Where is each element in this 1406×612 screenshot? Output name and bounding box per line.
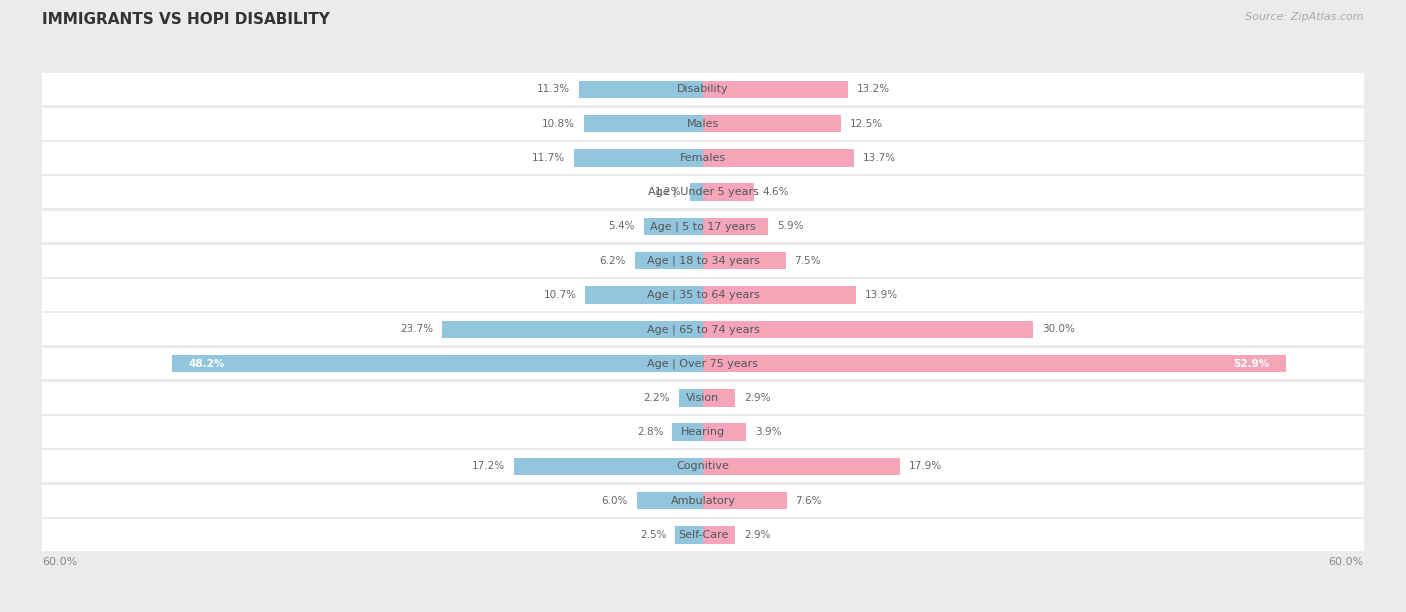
Text: Hearing: Hearing (681, 427, 725, 437)
Bar (703, 218, 768, 235)
Text: 30.0%: 30.0% (1042, 324, 1076, 334)
Bar (644, 218, 703, 235)
Bar (441, 321, 703, 338)
Bar (672, 424, 703, 441)
Text: 11.7%: 11.7% (533, 153, 565, 163)
Text: 2.9%: 2.9% (744, 530, 770, 540)
Bar (703, 321, 1033, 338)
Text: Males: Males (688, 119, 718, 129)
Text: 23.7%: 23.7% (401, 324, 433, 334)
Text: Age | 18 to 34 years: Age | 18 to 34 years (647, 255, 759, 266)
Bar (703, 458, 900, 475)
Bar (703, 149, 853, 166)
Bar (703, 355, 1285, 372)
Bar (703, 526, 735, 543)
Bar (583, 115, 703, 132)
Bar (703, 115, 841, 132)
Text: 11.3%: 11.3% (537, 84, 569, 94)
Text: 5.9%: 5.9% (776, 222, 803, 231)
Bar (703, 424, 747, 441)
Bar (703, 389, 735, 406)
Text: 60.0%: 60.0% (42, 557, 77, 567)
Text: 60.0%: 60.0% (1329, 557, 1364, 567)
Text: 5.4%: 5.4% (609, 222, 634, 231)
Text: 2.9%: 2.9% (744, 393, 770, 403)
Bar (703, 286, 856, 304)
Text: IMMIGRANTS VS HOPI DISABILITY: IMMIGRANTS VS HOPI DISABILITY (42, 12, 330, 28)
Text: 13.2%: 13.2% (858, 84, 890, 94)
Bar (574, 149, 703, 166)
Text: Age | Over 75 years: Age | Over 75 years (648, 358, 758, 369)
Bar (703, 492, 787, 509)
Text: 7.5%: 7.5% (794, 256, 821, 266)
Text: 12.5%: 12.5% (849, 119, 883, 129)
Text: Cognitive: Cognitive (676, 461, 730, 471)
Text: 6.0%: 6.0% (602, 496, 628, 506)
Text: 13.9%: 13.9% (865, 290, 898, 300)
Bar (703, 184, 754, 201)
Bar (703, 81, 848, 98)
Text: Age | Under 5 years: Age | Under 5 years (648, 187, 758, 198)
Text: Disability: Disability (678, 84, 728, 94)
Text: 52.9%: 52.9% (1233, 359, 1270, 368)
Text: 7.6%: 7.6% (796, 496, 823, 506)
Bar (578, 81, 703, 98)
Text: 2.8%: 2.8% (637, 427, 664, 437)
Text: Age | 65 to 74 years: Age | 65 to 74 years (647, 324, 759, 335)
Text: 6.2%: 6.2% (599, 256, 626, 266)
Bar (585, 286, 703, 304)
Bar (703, 252, 786, 269)
Text: Age | 35 to 64 years: Age | 35 to 64 years (647, 289, 759, 300)
Text: Age | 5 to 17 years: Age | 5 to 17 years (650, 221, 756, 232)
Text: 2.5%: 2.5% (640, 530, 666, 540)
Bar (675, 526, 703, 543)
Bar (172, 355, 703, 372)
Legend: Immigrants, Hopi: Immigrants, Hopi (626, 611, 780, 612)
Text: 13.7%: 13.7% (863, 153, 896, 163)
Text: Ambulatory: Ambulatory (671, 496, 735, 506)
Text: 2.2%: 2.2% (644, 393, 669, 403)
Text: 1.2%: 1.2% (654, 187, 681, 197)
Bar (679, 389, 703, 406)
Text: Females: Females (681, 153, 725, 163)
Text: Self-Care: Self-Care (678, 530, 728, 540)
Bar (513, 458, 703, 475)
Text: Vision: Vision (686, 393, 720, 403)
Text: 17.2%: 17.2% (471, 461, 505, 471)
Text: 48.2%: 48.2% (188, 359, 225, 368)
Text: Source: ZipAtlas.com: Source: ZipAtlas.com (1246, 12, 1364, 22)
Bar (634, 252, 703, 269)
Text: 3.9%: 3.9% (755, 427, 782, 437)
Text: 4.6%: 4.6% (762, 187, 789, 197)
Bar (637, 492, 703, 509)
Bar (690, 184, 703, 201)
Text: 10.7%: 10.7% (543, 290, 576, 300)
Text: 10.8%: 10.8% (543, 119, 575, 129)
Text: 17.9%: 17.9% (908, 461, 942, 471)
